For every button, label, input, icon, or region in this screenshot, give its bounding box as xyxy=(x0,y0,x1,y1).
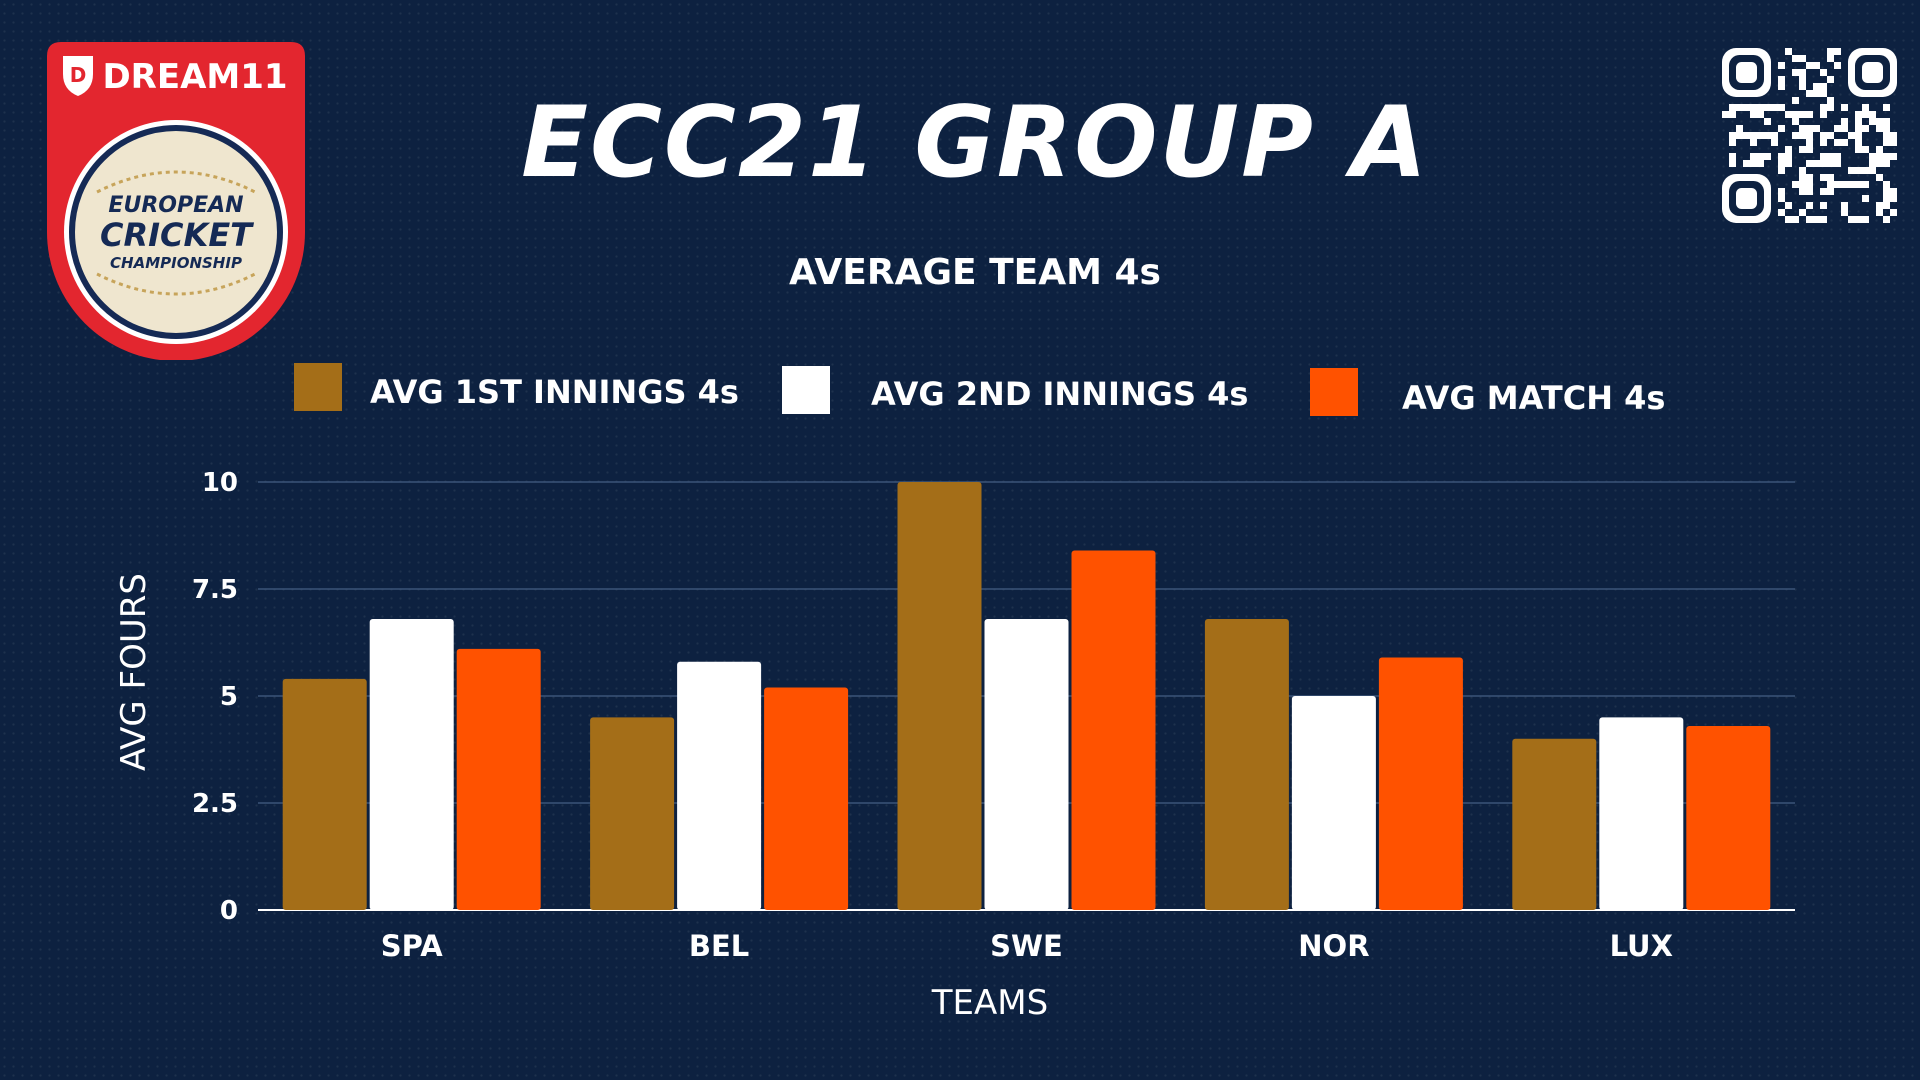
y-tick-label: 10 xyxy=(202,468,238,498)
x-tick-label: LUX xyxy=(1610,929,1673,963)
bar-lux-2 xyxy=(1599,717,1684,910)
bar-bel-1 xyxy=(590,717,675,910)
legend-label: AVG MATCH 4s xyxy=(1402,379,1665,417)
bar-swe-3 xyxy=(1071,550,1156,910)
bar-nor-1 xyxy=(1204,618,1289,910)
x-tick-label: SPA xyxy=(381,929,443,963)
qr-code-icon xyxy=(1722,48,1897,223)
main-title: ECC21 GROUP A xyxy=(521,86,1429,200)
bar-lux-3 xyxy=(1686,725,1771,910)
bar-bel-3 xyxy=(764,687,849,910)
logo-line3: CHAMPIONSHIP xyxy=(110,254,242,272)
chart-legend: AVG 1ST INNINGS 4s AVG 2ND INNINGS 4s AVG … xyxy=(294,363,1665,417)
bar-bel-2 xyxy=(677,661,762,910)
legend-label: AVG 2ND INNINGS 4s xyxy=(871,375,1248,413)
y-tick-label: 7.5 xyxy=(192,575,238,605)
y-tick-label: 2.5 xyxy=(192,789,238,819)
legend-label: AVG 1ST INNINGS 4s xyxy=(370,373,739,411)
legend-swatch xyxy=(1310,368,1358,416)
legend-swatch xyxy=(782,366,830,414)
bar-nor-3 xyxy=(1378,657,1463,910)
y-axis-label: AVG FOURS xyxy=(114,573,154,771)
dream11-ecc-logo: D DREAM11 EUROPEAN CRICKET CHAMPIONSHIP xyxy=(47,42,305,360)
x-axis-ticks: SPA BEL SWE NOR LUX xyxy=(381,929,1673,963)
y-axis-ticks: 0 2.5 5 7.5 10 xyxy=(192,468,238,926)
bar-swe-2 xyxy=(984,618,1069,910)
bar-lux-1 xyxy=(1512,738,1597,910)
y-tick-label: 5 xyxy=(220,682,238,712)
bar-spa-2 xyxy=(369,618,454,910)
bar-spa-1 xyxy=(282,678,367,910)
dream11-shield-icon: D xyxy=(63,56,93,96)
chart-title: AVERAGE TEAM 4s xyxy=(789,252,1161,293)
x-tick-label: NOR xyxy=(1298,929,1369,963)
logo-line2: CRICKET xyxy=(100,216,254,254)
logo-brand: DREAM11 xyxy=(102,57,287,97)
logo-line1: EUROPEAN xyxy=(108,193,243,218)
x-axis-label: TEAMS xyxy=(931,983,1048,1023)
legend-swatch xyxy=(294,363,342,411)
x-tick-label: SWE xyxy=(990,929,1063,963)
y-tick-label: 0 xyxy=(220,896,238,926)
bar-swe-1 xyxy=(897,482,982,910)
chart-bars xyxy=(282,482,1771,910)
x-tick-label: BEL xyxy=(689,929,749,963)
bar-spa-3 xyxy=(456,648,541,910)
svg-text:D: D xyxy=(70,63,87,87)
bar-nor-2 xyxy=(1291,696,1376,910)
